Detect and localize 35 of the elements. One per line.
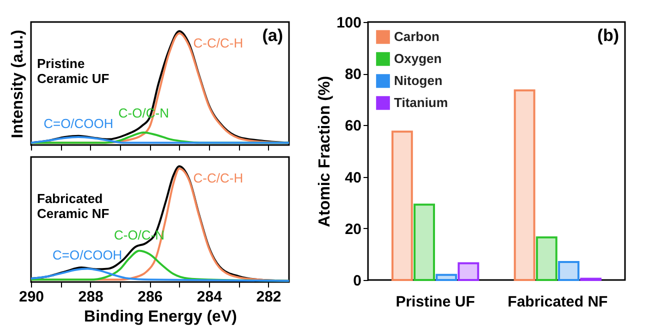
y-tick-label: 40 — [344, 169, 362, 186]
y-tick-label: 20 — [344, 220, 362, 238]
legend-label: Oxygen — [394, 51, 442, 66]
y-axis-title: Intensity (a.u.) — [10, 30, 26, 138]
text: Pristine Ceramic UF — [37, 56, 110, 86]
y-tick-label: 80 — [344, 66, 362, 84]
bar — [391, 130, 413, 281]
x-tick-label: 290 — [18, 288, 44, 306]
y-axis-title: Atomic Fraction (%) — [316, 76, 334, 228]
y-tick-label: 60 — [344, 118, 362, 135]
series-label: C=O/COOH — [52, 248, 122, 263]
series-label: C=O/COOH — [44, 116, 114, 131]
x-tick-label: Pristine UF — [396, 294, 475, 310]
series-label: C-C/C-H — [193, 35, 244, 50]
bar — [414, 204, 435, 281]
x-tick-label: 284 — [196, 288, 223, 306]
x-tick-label: Fabricated NF — [508, 294, 608, 310]
y-tick-label: 100 — [336, 14, 362, 32]
text: Fabricated Ceramic NF — [37, 191, 110, 221]
x-tick-label: 286 — [138, 288, 163, 306]
legend-label: Titanium — [394, 95, 448, 110]
legend-label: Carbon — [394, 29, 440, 44]
bar — [558, 260, 580, 281]
y-tick-label: 0 — [353, 272, 362, 290]
bar — [436, 274, 458, 281]
x-tick-label: 282 — [256, 288, 282, 306]
series-label: C-C/C-H — [193, 170, 244, 186]
annotation: (a) — [262, 26, 283, 45]
x-tick-label: 288 — [78, 288, 104, 306]
legend-label: Nitogen — [394, 73, 442, 88]
annotation: (b) — [597, 26, 619, 45]
bar — [536, 236, 558, 281]
bar — [514, 89, 536, 281]
bar — [458, 262, 480, 281]
x-axis-title: Binding Energy (eV) — [84, 308, 237, 326]
